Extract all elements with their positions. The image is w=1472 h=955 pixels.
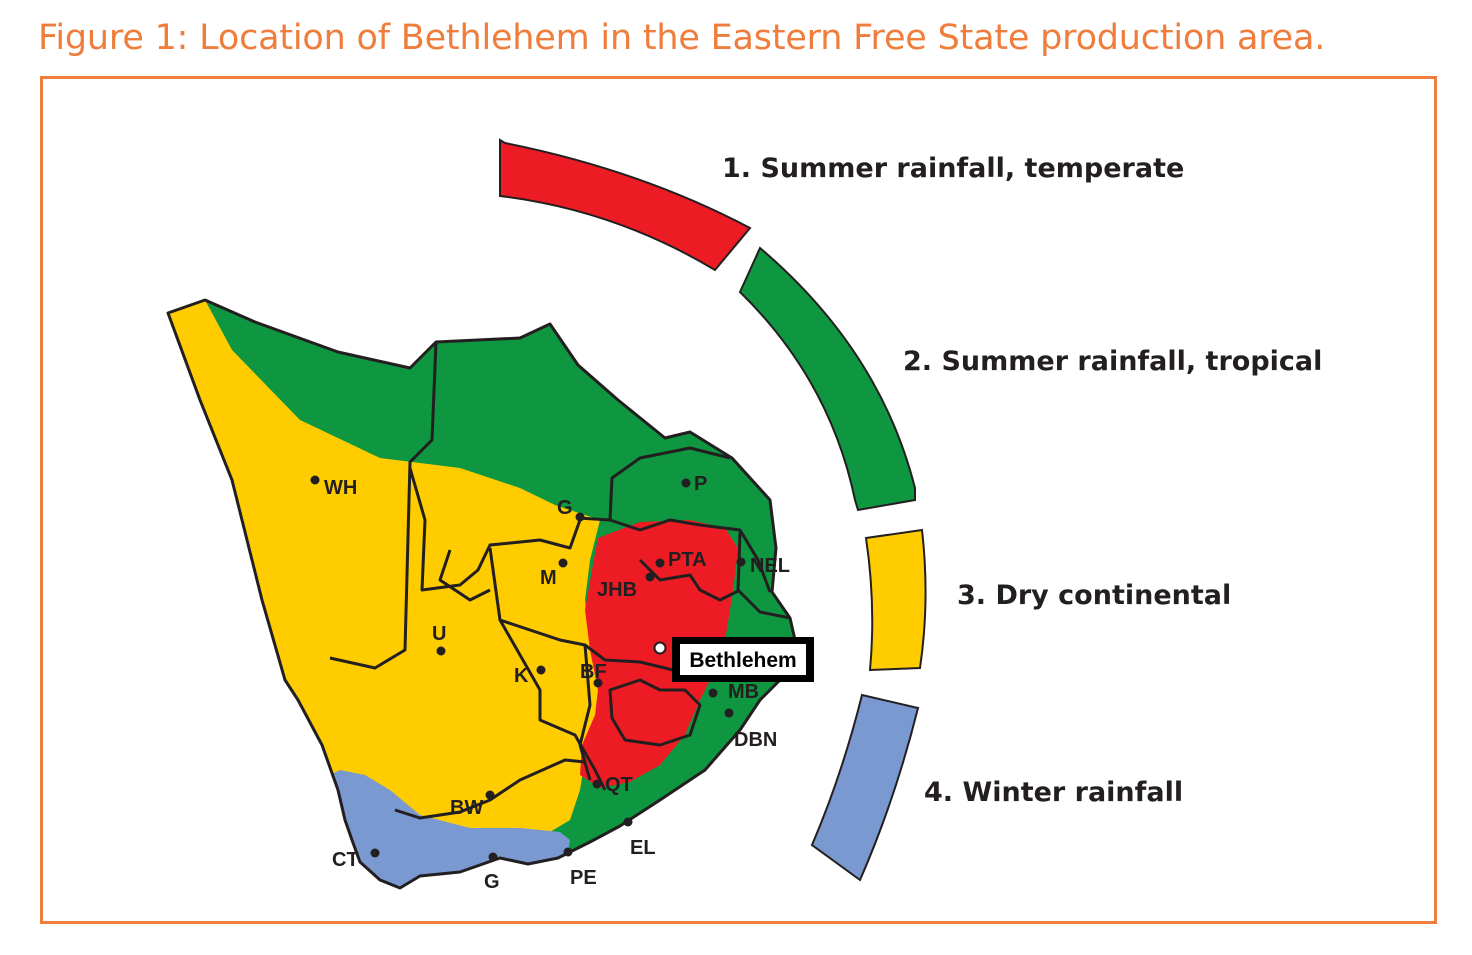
border-lines [166, 298, 802, 890]
city-label-pta: PTA [668, 549, 707, 571]
city-label-jhb: JHB [597, 579, 637, 601]
city-label-pe: PE [570, 867, 597, 889]
city-label-g-south: G [484, 871, 500, 893]
city-label-m: M [540, 567, 557, 589]
border-zimbabwe [608, 446, 731, 521]
figure-frame [40, 76, 1437, 924]
city-label-wh: WH [324, 477, 357, 499]
city-dot-g-south [488, 852, 498, 862]
city-dot-dbn [724, 708, 734, 718]
legend-label-temperate: 1. Summer rainfall, temperate [722, 153, 1184, 184]
city-label-g-north: G [557, 497, 573, 519]
city-label-dbn: DBN [734, 729, 777, 751]
city-dot-u [436, 646, 446, 656]
figure-caption: Figure 1: Location of Bethlehem in the E… [38, 18, 1326, 58]
city-labels: WH G P PTA NEL M JHB U K BF MB DBN QT BW… [324, 473, 790, 893]
city-dot-nel [736, 557, 746, 567]
city-markers [310, 475, 746, 862]
border-botswana-south [408, 467, 582, 592]
city-label-p: P [694, 473, 707, 495]
city-label-bw: BW [450, 797, 483, 819]
city-label-u: U [432, 623, 446, 645]
legend-label-tropical: 2. Summer rainfall, tropical [903, 346, 1322, 377]
city-label-qt: QT [605, 774, 633, 796]
city-label-mb: MB [728, 681, 759, 703]
legend-swatch-temperate [499, 138, 752, 272]
city-dot-k [536, 665, 546, 675]
legend-label-dry: 3. Dry continental [957, 580, 1231, 611]
legend-swatch-dry [864, 528, 927, 672]
city-dot-ct [370, 848, 380, 858]
city-dot-pe [563, 847, 573, 857]
border-western-cape [394, 758, 586, 820]
bethlehem-marker [653, 641, 667, 655]
country-outline [166, 298, 802, 890]
city-label-k: K [514, 665, 529, 687]
border-namibia-botswana [329, 341, 438, 670]
bethlehem-callout: Bethlehem [653, 637, 814, 682]
callout-box [680, 644, 806, 675]
city-label-nel: NEL [750, 555, 790, 577]
city-dot-bf [593, 678, 603, 688]
city-dot-wh [310, 475, 320, 485]
city-dot-bw [485, 790, 495, 800]
city-dot-p [681, 478, 691, 488]
legend-labels: 1. Summer rainfall, temperate 2. Summer … [722, 153, 1322, 808]
city-dot-pta [655, 558, 665, 568]
city-label-el: EL [630, 837, 656, 859]
border-northern-cape [498, 619, 607, 791]
border-lesotho [608, 678, 702, 747]
city-dot-g-north [575, 512, 585, 522]
callout-label-bethlehem: Bethlehem [689, 649, 796, 672]
border-freestate-west [578, 644, 592, 781]
legend-label-winter: 4. Winter rainfall [924, 777, 1183, 808]
border-limpopo [577, 516, 772, 593]
city-label-ct: CT [332, 849, 359, 871]
legend-arc [499, 138, 927, 882]
city-label-bf: BF [580, 661, 607, 683]
city-dot-el [623, 817, 633, 827]
legend-swatch-tropical [738, 246, 916, 512]
city-dot-qt [592, 779, 602, 789]
border-inner [438, 549, 491, 602]
legend-swatch-winter [810, 693, 920, 882]
city-dot-m [558, 558, 568, 568]
city-dot-mb [708, 688, 718, 698]
border-gauteng [638, 558, 741, 602]
city-dot-jhb [645, 572, 655, 582]
